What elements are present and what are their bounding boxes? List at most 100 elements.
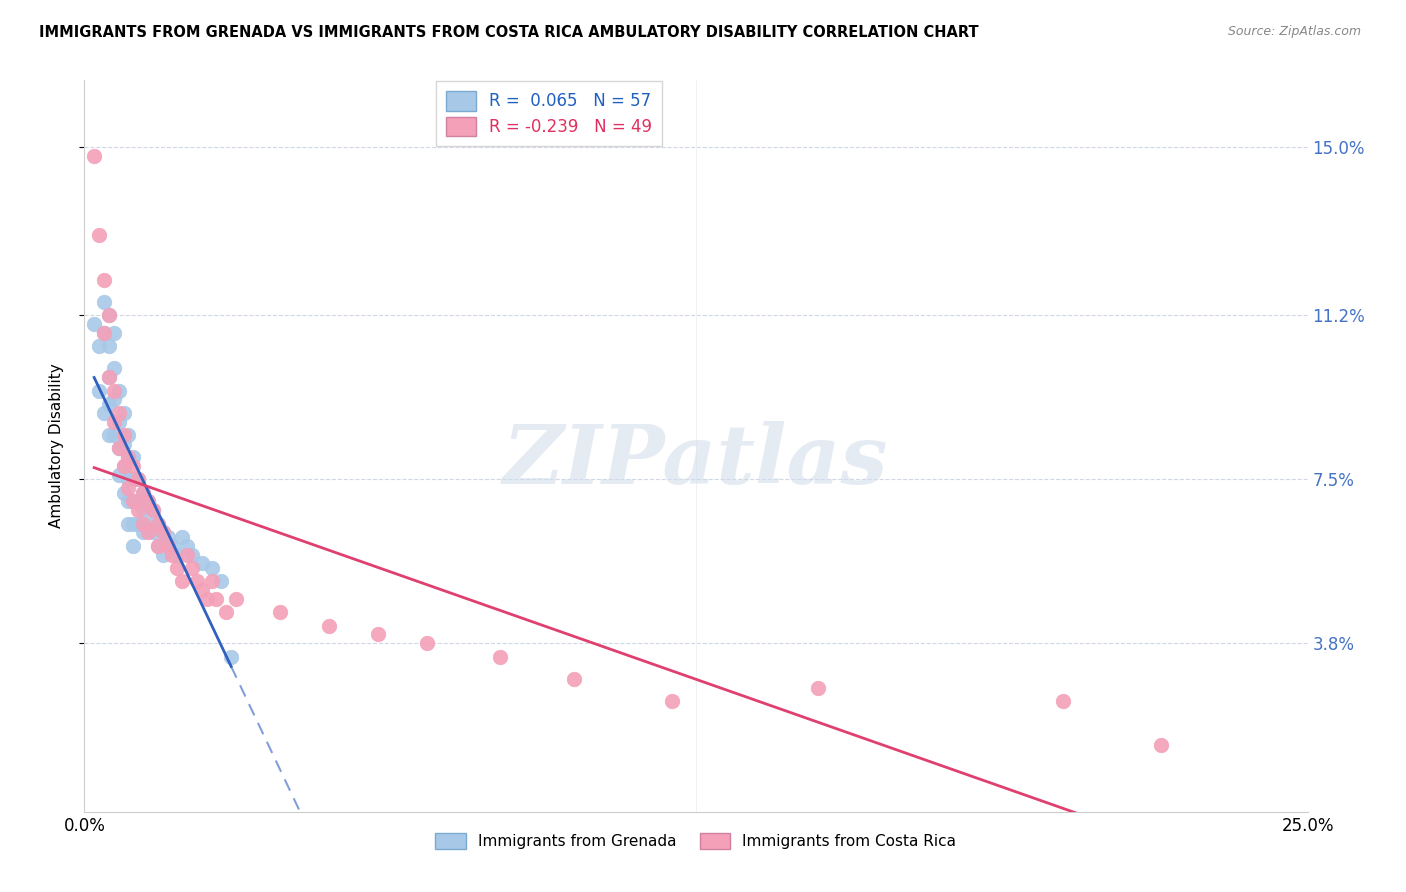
Point xyxy=(97,370,120,384)
Point xyxy=(103,415,125,429)
Point xyxy=(93,273,115,287)
Point xyxy=(122,539,145,553)
Point xyxy=(93,294,115,309)
Point xyxy=(103,326,125,340)
Point xyxy=(136,516,159,531)
Point xyxy=(156,539,179,553)
Point xyxy=(146,516,169,531)
Point xyxy=(136,494,159,508)
Point xyxy=(122,450,145,464)
Point xyxy=(146,539,169,553)
Point xyxy=(83,148,105,162)
Point xyxy=(122,494,145,508)
Point xyxy=(122,472,145,486)
Text: IMMIGRANTS FROM GRENADA VS IMMIGRANTS FROM COSTA RICA AMBULATORY DISABILITY CORR: IMMIGRANTS FROM GRENADA VS IMMIGRANTS FR… xyxy=(39,25,979,40)
Point xyxy=(93,406,115,420)
Point xyxy=(117,450,139,464)
Point xyxy=(122,494,145,508)
Point xyxy=(107,441,129,455)
Point xyxy=(152,525,174,540)
Point xyxy=(117,472,139,486)
Point xyxy=(132,525,155,540)
Point xyxy=(117,516,139,531)
Point xyxy=(112,428,135,442)
Point xyxy=(122,458,145,473)
Point xyxy=(156,530,179,544)
Point xyxy=(200,574,222,589)
Point xyxy=(215,605,238,619)
Point xyxy=(97,308,120,322)
Point xyxy=(112,437,135,451)
Point xyxy=(176,548,198,562)
Point xyxy=(191,557,214,571)
Point xyxy=(142,503,165,517)
Point xyxy=(117,450,139,464)
Point xyxy=(186,574,208,589)
Point xyxy=(661,694,683,708)
Point xyxy=(87,384,110,398)
Point xyxy=(127,472,149,486)
Point xyxy=(416,636,439,650)
Point xyxy=(195,591,218,606)
Point xyxy=(117,428,139,442)
Point xyxy=(107,415,129,429)
Point xyxy=(132,503,155,517)
Point xyxy=(93,326,115,340)
Point xyxy=(209,574,232,589)
Point xyxy=(191,583,214,598)
Point xyxy=(132,516,155,531)
Point xyxy=(181,548,204,562)
Point xyxy=(97,397,120,411)
Point xyxy=(176,539,198,553)
Point xyxy=(107,406,129,420)
Point xyxy=(146,539,169,553)
Point xyxy=(200,561,222,575)
Point xyxy=(107,467,129,482)
Point xyxy=(117,481,139,495)
Point xyxy=(97,370,120,384)
Point xyxy=(112,406,135,420)
Y-axis label: Ambulatory Disability: Ambulatory Disability xyxy=(49,364,63,528)
Point xyxy=(127,516,149,531)
Point xyxy=(205,591,228,606)
Point xyxy=(146,516,169,531)
Point xyxy=(367,627,389,641)
Point xyxy=(127,472,149,486)
Legend: Immigrants from Grenada, Immigrants from Costa Rica: Immigrants from Grenada, Immigrants from… xyxy=(429,827,963,855)
Point xyxy=(172,530,194,544)
Point xyxy=(172,574,194,589)
Point xyxy=(269,605,291,619)
Point xyxy=(103,392,125,407)
Text: Source: ZipAtlas.com: Source: ZipAtlas.com xyxy=(1227,25,1361,38)
Point xyxy=(83,317,105,331)
Point xyxy=(117,494,139,508)
Point xyxy=(181,561,204,575)
Text: ZIPatlas: ZIPatlas xyxy=(503,421,889,500)
Point xyxy=(136,494,159,508)
Point xyxy=(166,561,188,575)
Point xyxy=(162,548,184,562)
Point xyxy=(127,494,149,508)
Point xyxy=(162,539,184,553)
Point xyxy=(122,516,145,531)
Point xyxy=(97,308,120,322)
Point xyxy=(127,503,149,517)
Point xyxy=(107,441,129,455)
Point xyxy=(103,361,125,376)
Point xyxy=(103,428,125,442)
Point xyxy=(219,649,242,664)
Point xyxy=(107,384,129,398)
Point xyxy=(97,428,120,442)
Point xyxy=(152,525,174,540)
Point xyxy=(1052,694,1074,708)
Point xyxy=(112,458,135,473)
Point xyxy=(142,525,165,540)
Point xyxy=(132,485,155,500)
Point xyxy=(142,503,165,517)
Point xyxy=(87,228,110,243)
Point xyxy=(152,548,174,562)
Point xyxy=(225,591,247,606)
Point xyxy=(318,618,340,632)
Point xyxy=(93,326,115,340)
Point xyxy=(136,525,159,540)
